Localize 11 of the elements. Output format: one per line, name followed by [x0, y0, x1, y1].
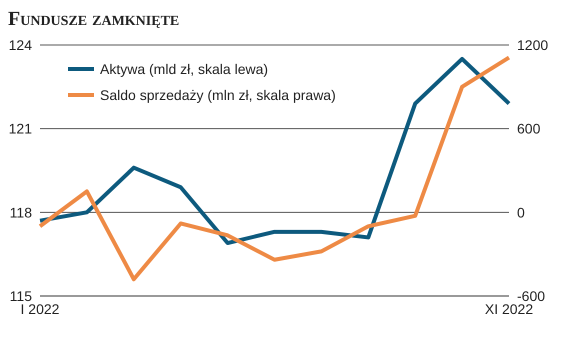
- y-tick-label: 118: [10, 204, 32, 220]
- y-tick-label: 124: [8, 36, 32, 53]
- y2-tick-label: 600: [517, 120, 541, 137]
- y2-tick-label: 1200: [517, 36, 548, 53]
- legend-label: Saldo sprzedaży (mln zł, skala prawa): [100, 87, 336, 103]
- line-series: [38, 56, 511, 282]
- legend-label: Aktywa (mld zł, skala lewa): [100, 61, 268, 77]
- y2-tick-label: 0: [517, 204, 525, 220]
- line-series: [38, 56, 511, 246]
- y-tick-label: 121: [8, 120, 32, 137]
- chart-title: Fundusze zamknięte: [8, 8, 180, 31]
